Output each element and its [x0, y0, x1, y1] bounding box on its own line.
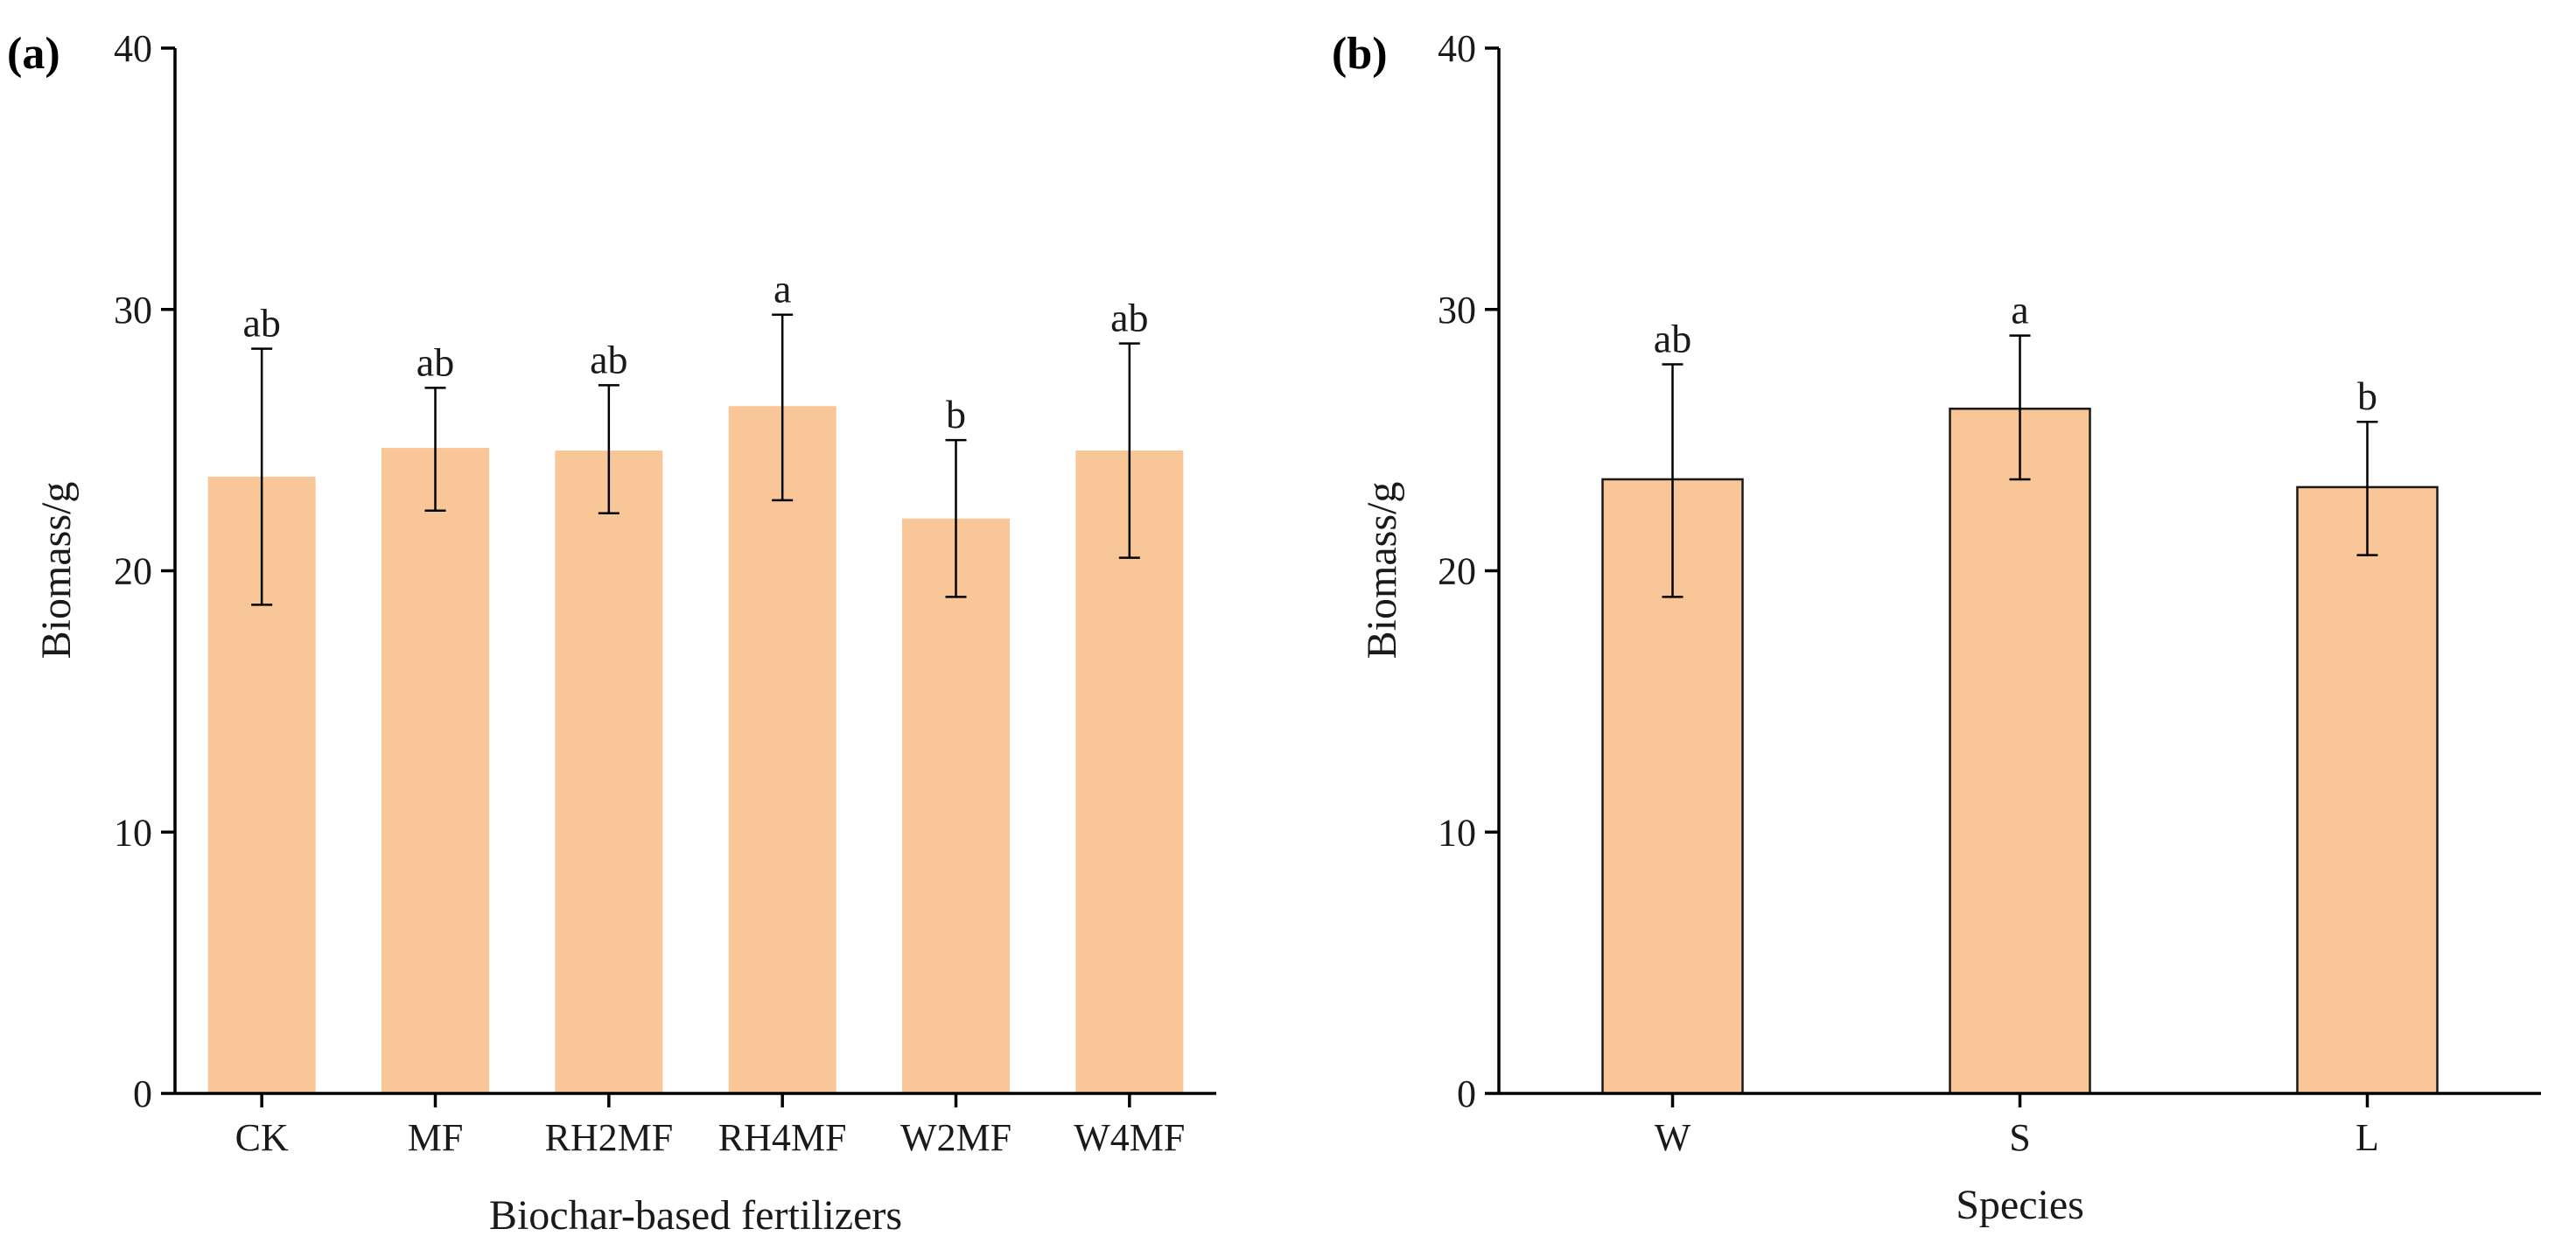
significance-label-w4mf: ab — [1110, 296, 1148, 340]
significance-label-rh4mf: a — [774, 267, 791, 311]
x-tick-label-w: W — [1655, 1116, 1691, 1159]
y-tick-label: 30 — [1438, 289, 1476, 332]
y-tick-label: 0 — [133, 1072, 152, 1115]
bar-rh4mf — [728, 406, 836, 1094]
y-axis-title: Biomass/g — [1359, 482, 1405, 660]
error-bar-w — [1662, 363, 1684, 598]
y-tick-label: 30 — [114, 289, 152, 332]
x-tick-label-ck: CK — [235, 1116, 289, 1159]
panel-a-label: (a) — [7, 29, 60, 79]
error-bar-l — [2356, 420, 2378, 556]
y-axis-title: Biomass/g — [33, 482, 80, 660]
x-tick-label-rh4mf: RH4MF — [718, 1116, 847, 1159]
y-tick-label: 40 — [1438, 27, 1476, 70]
x-tick-label-w2mf: W2MF — [900, 1116, 1012, 1159]
bar-s — [1949, 408, 2091, 1095]
x-tick-label-l: L — [2356, 1116, 2379, 1159]
y-tick-label: 40 — [114, 27, 152, 70]
bar-rh2mf — [555, 450, 663, 1093]
error-bar-rh4mf — [772, 313, 794, 502]
bar-w2mf — [902, 518, 1010, 1093]
significance-label-mf: ab — [416, 339, 454, 384]
y-tick-label: 10 — [1438, 811, 1476, 854]
significance-label-s: a — [2011, 288, 2028, 332]
significance-label-w2mf: b — [946, 392, 966, 436]
x-tick-label-rh2mf: RH2MF — [544, 1116, 673, 1159]
x-tick-label-mf: MF — [408, 1116, 464, 1159]
significance-label-rh2mf: ab — [590, 337, 627, 381]
x-axis-title: Biochar-based fertilizers — [489, 1192, 902, 1239]
error-bar-mf — [424, 387, 446, 513]
significance-label-ck: ab — [242, 301, 280, 346]
significance-label-w: ab — [1654, 316, 1691, 360]
x-tick-label-s: S — [2009, 1116, 2030, 1159]
bar-l — [2296, 485, 2439, 1095]
y-tick-label: 0 — [1457, 1072, 1476, 1115]
bar-mf — [382, 448, 489, 1093]
x-tick-label-w4mf: W4MF — [1074, 1116, 1185, 1159]
y-tick-label: 10 — [114, 811, 152, 854]
significance-label-l: b — [2357, 374, 2377, 418]
error-bar-s — [2009, 334, 2031, 481]
y-tick-label: 20 — [1438, 550, 1476, 593]
error-bar-w2mf — [945, 438, 967, 598]
error-bar-w4mf — [1118, 342, 1140, 559]
y-tick-label: 20 — [114, 550, 152, 593]
panel-b-label: (b) — [1332, 29, 1388, 79]
error-bar-rh2mf — [598, 384, 620, 515]
x-axis-title: Species — [1956, 1182, 2084, 1228]
error-bar-ck — [251, 347, 273, 606]
